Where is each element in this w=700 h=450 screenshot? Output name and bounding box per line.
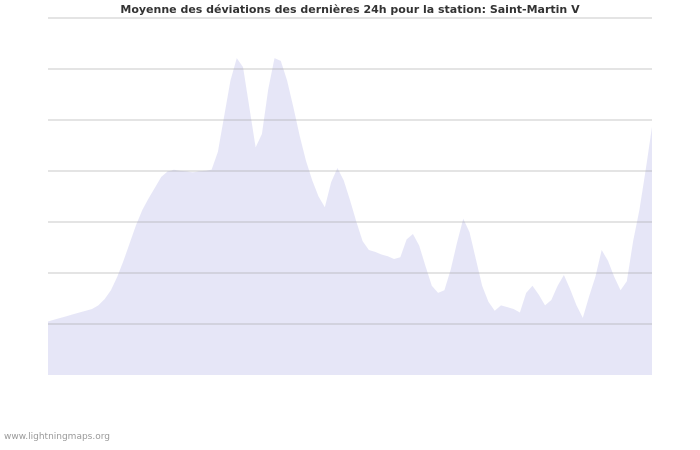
area-series-foudres — [48, 58, 652, 375]
footer-attribution: www.lightningmaps.org — [4, 432, 110, 442]
page-title: Moyenne des déviations des dernières 24h… — [120, 3, 580, 16]
